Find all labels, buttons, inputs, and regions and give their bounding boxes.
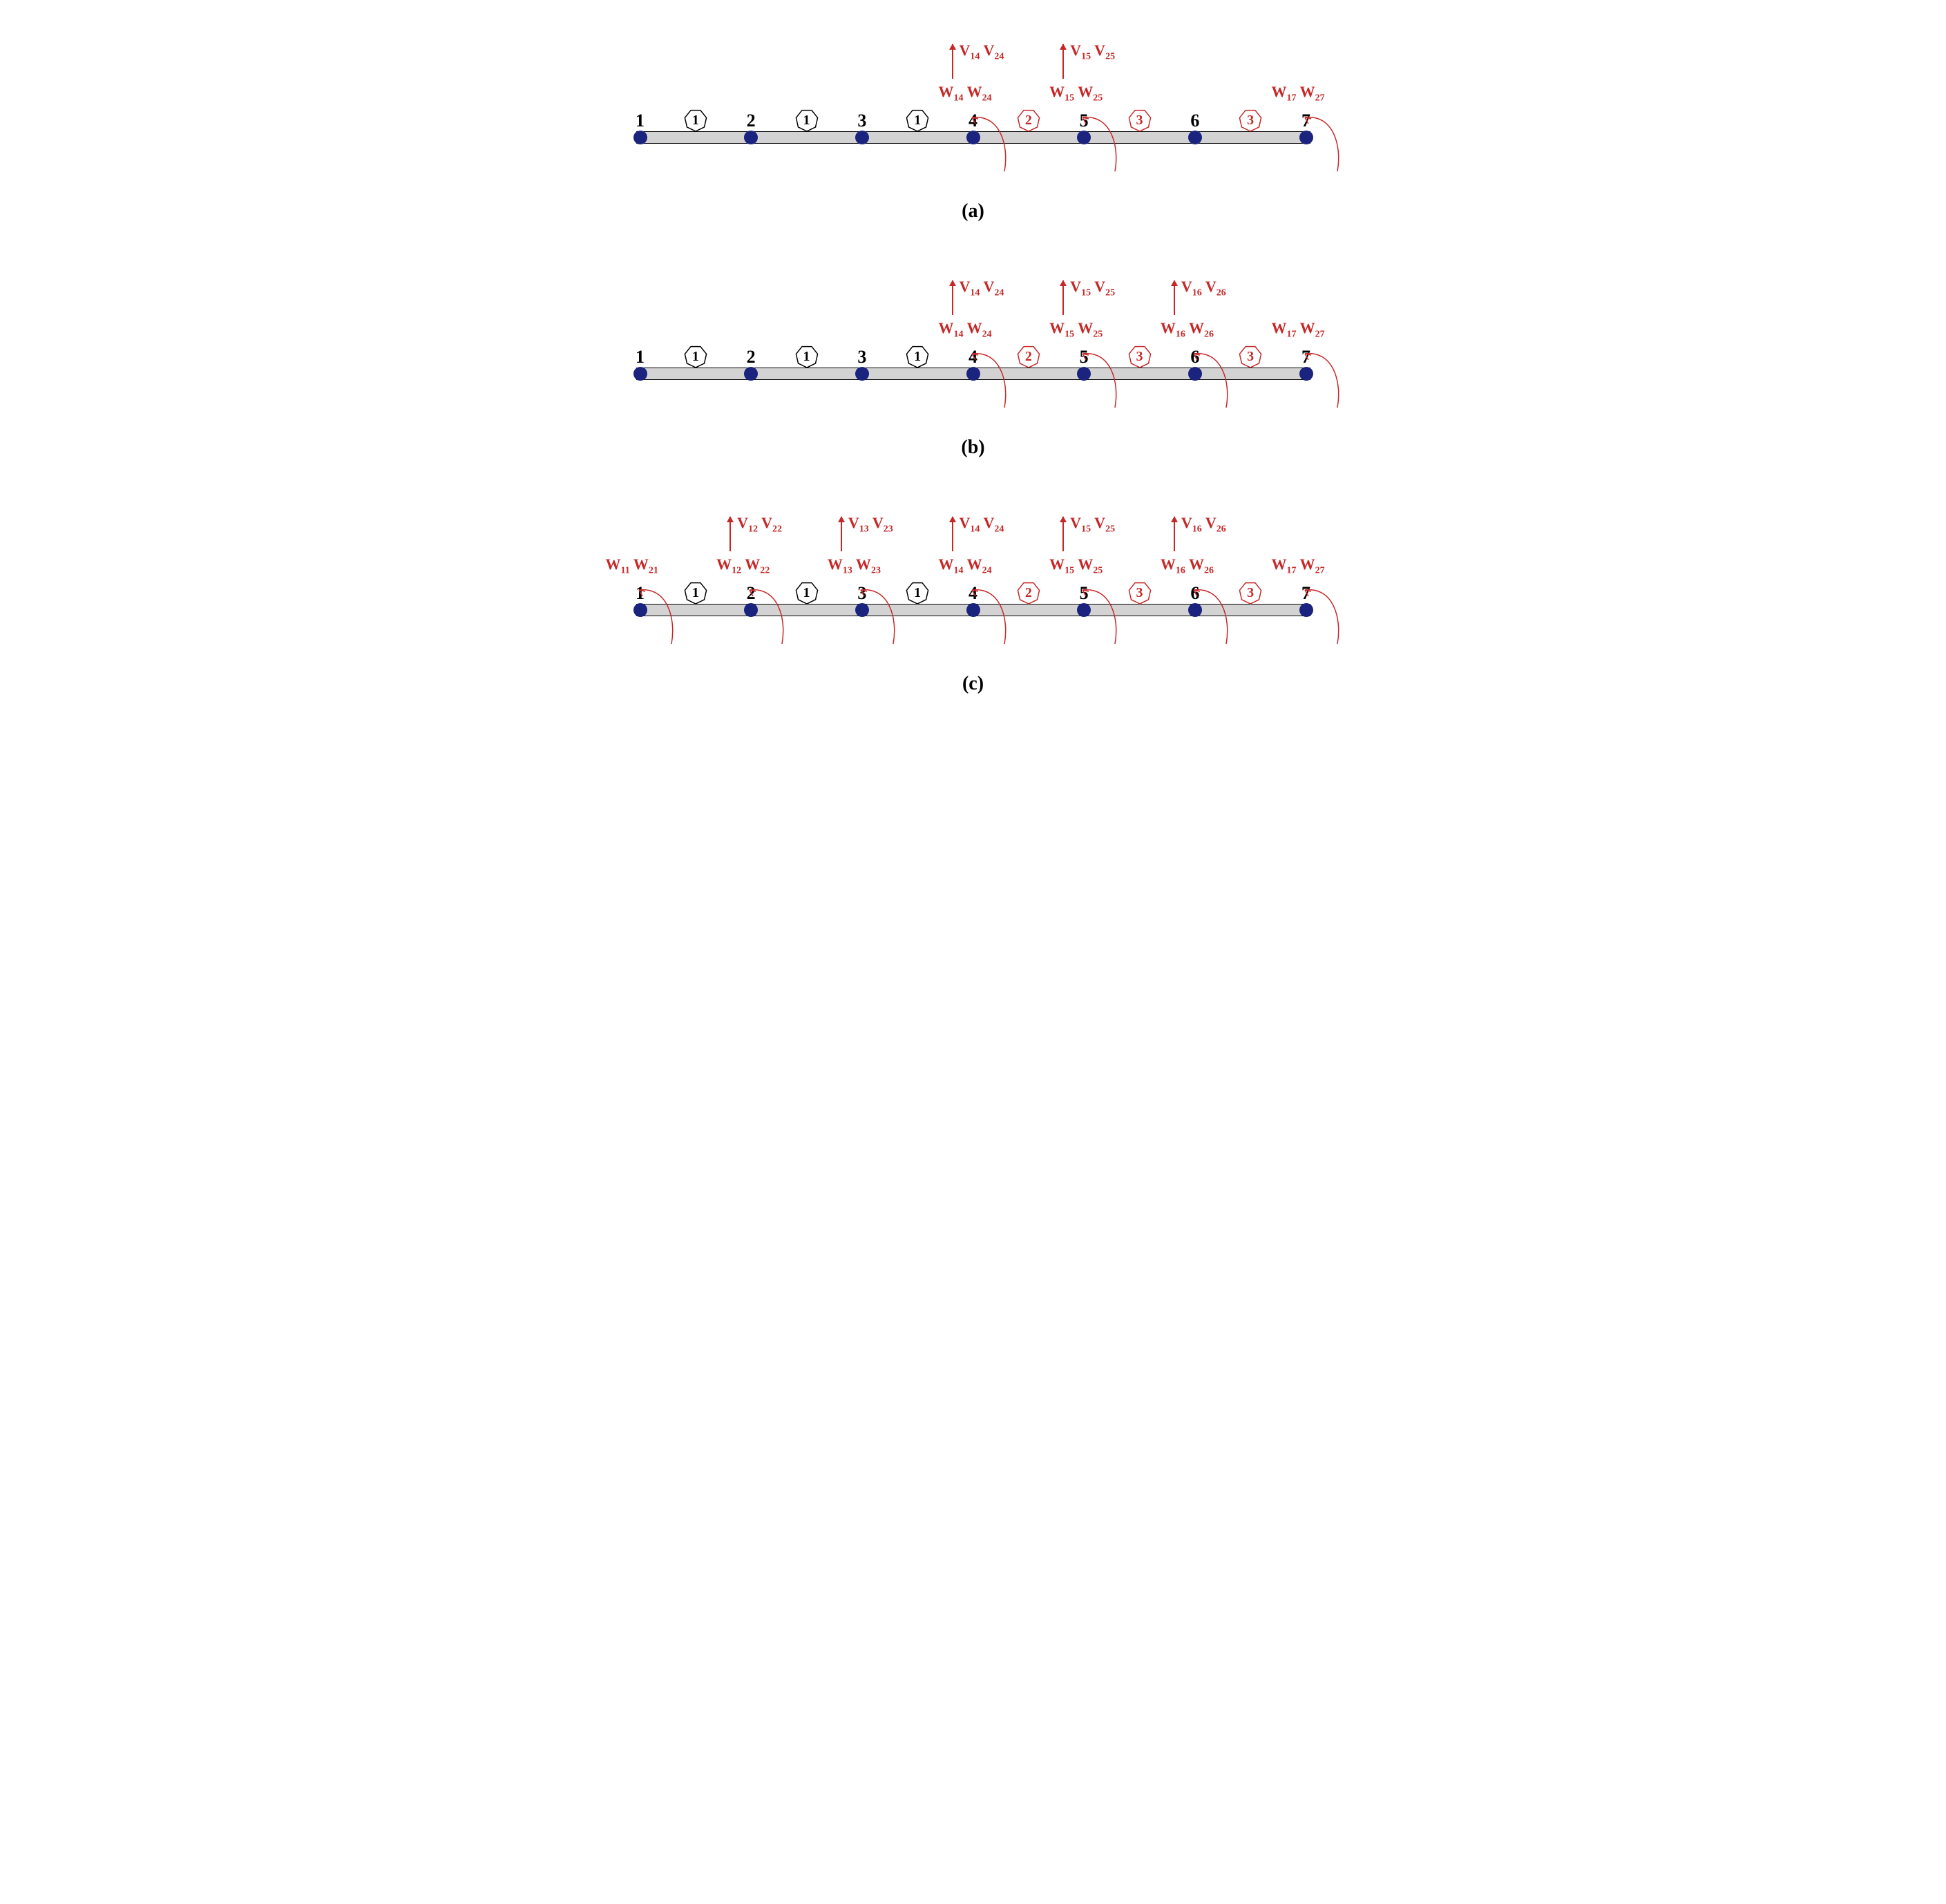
node-label: 1	[636, 111, 645, 131]
moment-arc	[966, 583, 1008, 645]
w-label: W14 W24	[939, 555, 992, 576]
moment-arc	[966, 347, 1008, 409]
element-hexagon: 2	[1017, 581, 1040, 604]
element-hexagon: 1	[906, 581, 929, 604]
w-label: W13 W23	[828, 555, 881, 576]
moment-arc	[1299, 111, 1341, 173]
w-label: W15 W25	[1049, 319, 1103, 340]
element-hexagon: 1	[906, 108, 929, 132]
w-label: W12 W22	[716, 555, 770, 576]
v-label: V14 V24	[960, 278, 1004, 298]
v-label: V12 V22	[737, 514, 782, 535]
v-label: V16 V26	[1181, 278, 1226, 298]
node-label: 1	[636, 347, 645, 368]
element-hexagon: 1	[795, 108, 819, 132]
w-label: W15 W25	[1049, 555, 1103, 576]
v-label: V15 V25	[1070, 41, 1115, 62]
v-label: V14 V24	[960, 514, 1004, 535]
element-hexagon: 3	[1128, 345, 1152, 368]
element-hexagon: 1	[906, 345, 929, 368]
node-label: 3	[857, 111, 866, 131]
v-label: V13 V23	[848, 514, 893, 535]
moment-arc	[1188, 347, 1230, 409]
moment-arc	[1077, 347, 1118, 409]
element-hexagon: 1	[684, 108, 707, 132]
node-label: 6	[1190, 111, 1199, 131]
node-label: 3	[857, 347, 866, 368]
element-hexagon: 1	[684, 581, 707, 604]
v-label: V15 V25	[1070, 278, 1115, 298]
w-label: W14 W24	[939, 319, 992, 340]
w-label: W17 W27	[1272, 555, 1325, 576]
figure-root: 1112331234567W14 W24W15 W25W17 W27V14 V2…	[620, 0, 1327, 750]
element-hexagon: 2	[1017, 108, 1040, 132]
element-hexagon: 3	[1239, 345, 1262, 368]
v-label: V15 V25	[1070, 514, 1115, 535]
w-label: W16 W26	[1161, 555, 1214, 576]
moment-arc	[1299, 347, 1341, 409]
element-hexagon: 3	[1239, 581, 1262, 604]
node-dot	[1188, 131, 1202, 144]
node-label: 2	[747, 111, 756, 131]
node-dot	[855, 367, 869, 381]
element-hexagon: 1	[684, 345, 707, 368]
node-dot	[744, 367, 758, 381]
moment-arc	[855, 583, 897, 645]
v-label: V14 V24	[960, 41, 1004, 62]
panel-a: 1112331234567W14 W24W15 W25W17 W27V14 V2…	[620, 14, 1327, 187]
element-hexagon: 3	[1128, 581, 1152, 604]
panel-b: 1112331234567W14 W24W15 W25W16 W26W17 W2…	[620, 250, 1327, 423]
node-dot	[744, 131, 758, 144]
panel-caption: (b)	[620, 437, 1327, 459]
moment-arc	[1299, 583, 1341, 645]
w-label: W11 W21	[606, 555, 658, 576]
panel-caption: (a)	[620, 200, 1327, 222]
moment-arc	[966, 111, 1008, 173]
node-dot	[855, 131, 869, 144]
node-dot	[633, 131, 647, 144]
w-label: W14 W24	[939, 83, 992, 104]
moment-arc	[1188, 583, 1230, 645]
element-hexagon: 3	[1128, 108, 1152, 132]
w-label: W16 W26	[1161, 319, 1214, 340]
w-label: W15 W25	[1049, 83, 1103, 104]
panel-c: 1112331234567W11 W21W12 W22W13 W23W14 W2…	[620, 486, 1327, 659]
element-hexagon: 3	[1239, 108, 1262, 132]
v-label: V16 V26	[1181, 514, 1226, 535]
element-hexagon: 1	[795, 581, 819, 604]
w-label: W17 W27	[1272, 319, 1325, 340]
node-dot	[633, 367, 647, 381]
element-hexagon: 1	[795, 345, 819, 368]
moment-arc	[744, 583, 785, 645]
moment-arc	[1077, 111, 1118, 173]
panel-caption: (c)	[620, 673, 1327, 695]
moment-arc	[633, 583, 675, 645]
node-label: 2	[747, 347, 756, 368]
w-label: W17 W27	[1272, 83, 1325, 104]
element-hexagon: 2	[1017, 345, 1040, 368]
moment-arc	[1077, 583, 1118, 645]
